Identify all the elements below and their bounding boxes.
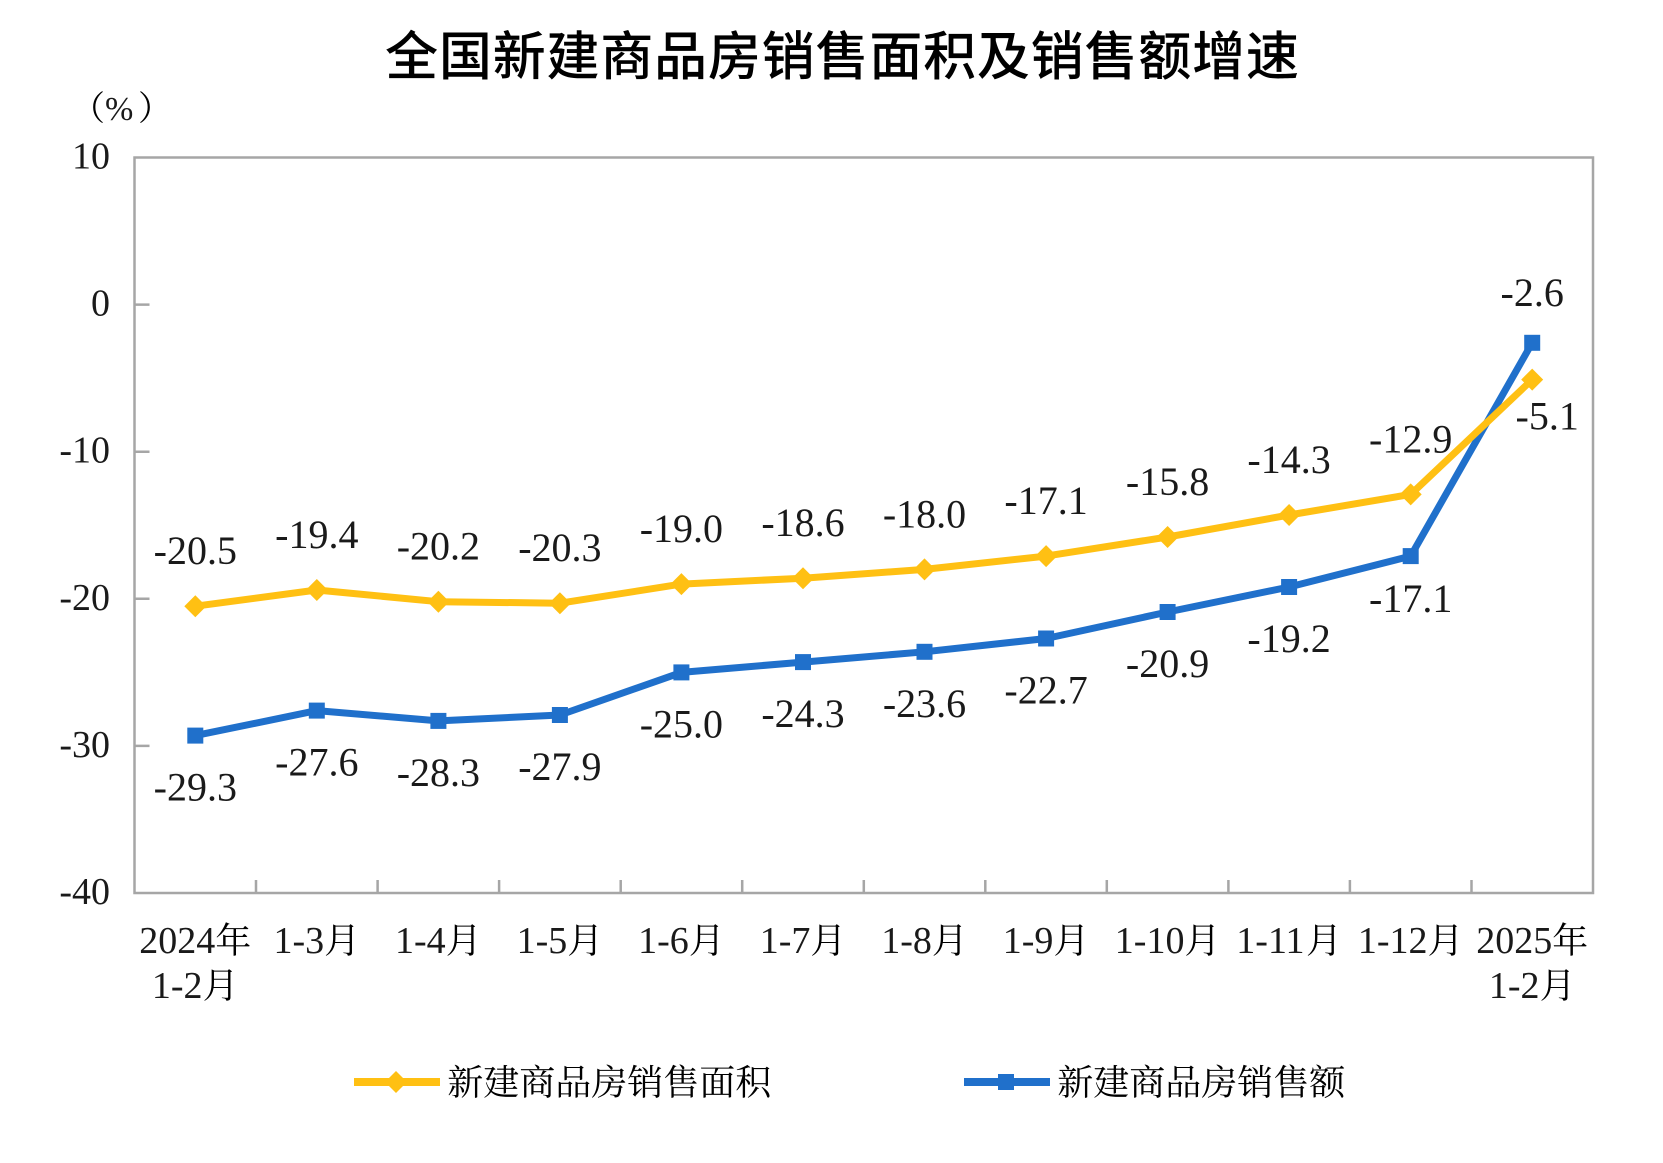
svg-text:-20: -20: [59, 577, 110, 619]
svg-text:2025: 2025: [1476, 920, 1552, 962]
svg-text:-18.6: -18.6: [761, 500, 844, 545]
svg-text:1-2: 1-2: [152, 965, 203, 1007]
svg-text:-17.1: -17.1: [1369, 576, 1452, 621]
svg-text:-19.4: -19.4: [275, 512, 358, 557]
svg-text:-19.2: -19.2: [1247, 616, 1330, 661]
svg-text:-12.9: -12.9: [1369, 416, 1452, 461]
svg-text:-20.9: -20.9: [1126, 641, 1209, 686]
svg-text:-20.3: -20.3: [518, 525, 601, 570]
svg-text:-18.0: -18.0: [883, 491, 966, 536]
svg-text:-20.5: -20.5: [154, 528, 237, 573]
svg-text:-27.6: -27.6: [275, 740, 358, 785]
svg-text:-40: -40: [59, 871, 110, 913]
svg-text:1-6: 1-6: [638, 920, 689, 962]
svg-text:10: 10: [72, 136, 110, 178]
svg-text:1-9: 1-9: [1003, 920, 1054, 962]
svg-text:-2.6: -2.6: [1501, 270, 1564, 315]
svg-text:1-12: 1-12: [1358, 920, 1428, 962]
svg-text:0: 0: [91, 283, 110, 325]
svg-text:1-3: 1-3: [274, 920, 325, 962]
svg-text:1-7: 1-7: [760, 920, 811, 962]
svg-text:-10: -10: [59, 430, 110, 472]
svg-text:1-11: 1-11: [1236, 920, 1304, 962]
svg-text:1-5: 1-5: [517, 920, 568, 962]
svg-text:%: %: [105, 91, 133, 128]
svg-text:-14.3: -14.3: [1247, 437, 1330, 482]
svg-text:1-2: 1-2: [1489, 965, 1540, 1007]
svg-text:-23.6: -23.6: [883, 681, 966, 726]
svg-text:1-8: 1-8: [881, 920, 932, 962]
svg-text:-17.1: -17.1: [1004, 478, 1087, 523]
svg-text:-25.0: -25.0: [640, 701, 723, 746]
svg-text:-19.0: -19.0: [640, 506, 723, 551]
svg-text:-22.7: -22.7: [1004, 668, 1087, 713]
svg-text:-5.1: -5.1: [1516, 394, 1579, 439]
svg-text:1-10: 1-10: [1115, 920, 1185, 962]
svg-text:-27.9: -27.9: [518, 744, 601, 789]
svg-text:-20.2: -20.2: [397, 524, 480, 569]
svg-text:-15.8: -15.8: [1126, 459, 1209, 504]
svg-text:-24.3: -24.3: [761, 691, 844, 736]
svg-text:2024: 2024: [139, 920, 215, 962]
svg-text:-28.3: -28.3: [397, 750, 480, 795]
svg-text:-30: -30: [59, 724, 110, 766]
svg-text:1-4: 1-4: [395, 920, 446, 962]
svg-text:-29.3: -29.3: [154, 765, 237, 810]
